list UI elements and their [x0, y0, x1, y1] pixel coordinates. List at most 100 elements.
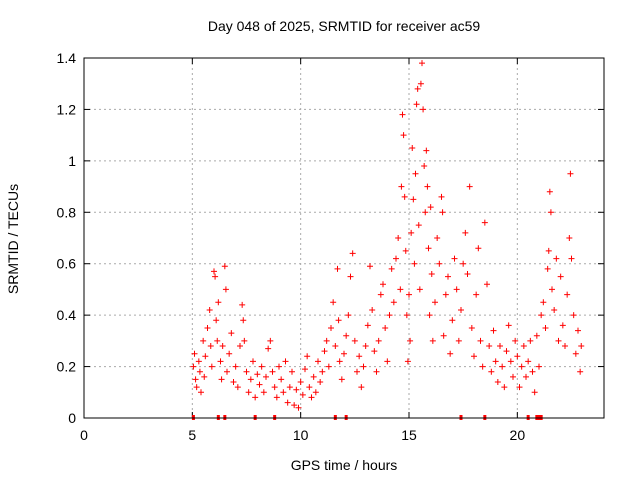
data-point — [377, 291, 384, 298]
data-point — [373, 368, 380, 375]
data-point — [518, 363, 525, 370]
data-point — [544, 265, 551, 272]
y-tick-label: 0.2 — [57, 359, 77, 375]
data-point — [315, 358, 321, 365]
data-point — [408, 229, 415, 236]
data-point — [375, 337, 382, 344]
data-point — [384, 358, 391, 365]
data-point — [271, 384, 278, 391]
data-point — [514, 353, 521, 360]
data-point — [399, 111, 406, 118]
y-axis-label: SRMTID / TECUs — [5, 184, 21, 294]
data-point — [358, 384, 365, 391]
data-point — [445, 273, 451, 280]
data-point — [213, 317, 220, 324]
data-point — [503, 348, 510, 355]
data-point — [356, 353, 363, 360]
data-point — [217, 358, 224, 365]
data-point — [215, 299, 222, 306]
data-point — [411, 260, 418, 267]
data-point — [267, 337, 274, 344]
data-series — [190, 60, 585, 411]
data-point — [237, 343, 243, 349]
data-point — [538, 312, 545, 319]
data-point — [200, 337, 207, 344]
data-point — [252, 394, 259, 401]
data-point — [206, 307, 213, 313]
data-point — [390, 299, 397, 306]
y-tick-label: 0.6 — [57, 256, 77, 272]
x-axis: 0 5 10 15 20 — [80, 58, 525, 443]
data-point — [403, 312, 410, 319]
data-point — [566, 235, 573, 241]
data-point — [473, 291, 480, 298]
data-point — [347, 273, 354, 280]
data-point — [278, 376, 285, 383]
data-point — [308, 394, 315, 401]
data-point — [419, 60, 425, 67]
y-tick-label: 1.2 — [57, 101, 77, 117]
data-point — [380, 281, 386, 288]
data-point — [335, 317, 342, 324]
data-point — [545, 247, 552, 254]
data-point — [425, 245, 432, 252]
data-point — [549, 286, 555, 293]
data-point — [578, 343, 585, 349]
data-point — [407, 337, 414, 344]
data-point — [432, 299, 438, 306]
data-point — [325, 363, 332, 370]
data-point — [412, 170, 419, 177]
data-point — [567, 170, 574, 177]
data-point — [349, 250, 356, 257]
data-point — [219, 343, 226, 349]
data-point — [193, 384, 200, 391]
data-point — [386, 312, 393, 319]
data-point — [371, 348, 378, 355]
data-point — [449, 317, 456, 324]
data-point — [568, 255, 575, 262]
data-point — [295, 404, 302, 411]
data-point — [421, 163, 428, 169]
data-point — [336, 358, 343, 365]
data-point — [501, 384, 508, 391]
data-point — [226, 350, 233, 357]
data-point — [577, 368, 584, 375]
data-point — [291, 402, 298, 409]
data-point — [202, 353, 209, 360]
data-point — [221, 263, 228, 270]
data-point — [540, 299, 547, 306]
data-point — [312, 389, 319, 396]
data-point — [420, 106, 427, 113]
data-point — [409, 145, 416, 151]
data-point — [388, 265, 395, 272]
data-point — [284, 399, 291, 406]
data-point — [190, 363, 197, 370]
data-point — [224, 368, 230, 375]
data-point — [354, 368, 360, 375]
data-point — [439, 209, 446, 216]
data-point — [434, 235, 441, 241]
data-point — [299, 391, 306, 398]
data-point — [360, 363, 367, 370]
data-point — [241, 337, 248, 344]
data-point — [343, 332, 350, 339]
x-tick-label: 10 — [293, 427, 309, 443]
data-point — [464, 271, 471, 277]
data-point — [330, 299, 337, 306]
data-point — [345, 312, 352, 319]
data-point — [351, 337, 358, 344]
data-point — [523, 373, 529, 380]
data-point — [477, 337, 484, 344]
data-point — [546, 188, 553, 195]
data-point — [404, 358, 411, 365]
data-point — [471, 353, 477, 360]
data-point — [429, 337, 436, 344]
data-point — [492, 358, 499, 365]
data-point — [243, 368, 250, 375]
data-point — [486, 343, 493, 349]
data-point — [427, 204, 434, 211]
data-point — [334, 265, 341, 272]
data-point — [328, 325, 334, 331]
data-point — [415, 222, 422, 229]
data-point — [557, 273, 564, 280]
